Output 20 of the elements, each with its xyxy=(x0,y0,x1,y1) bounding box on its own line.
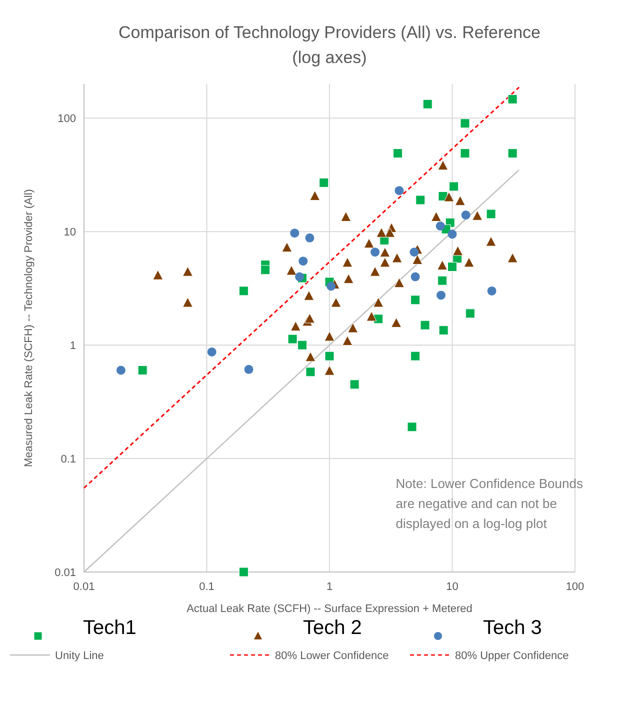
x-axis-title: Actual Leak Rate (SCFH) -- Surface Expression + Metered xyxy=(186,603,472,615)
legend-label: Tech1 xyxy=(83,617,136,639)
legend-label: Tech 3 xyxy=(483,617,542,639)
x-tick-label: 0.01 xyxy=(73,581,95,593)
legend-label: Unity Line xyxy=(55,650,104,662)
x-tick-label: 10 xyxy=(446,581,458,593)
y-tick-label: 1 xyxy=(70,340,76,352)
legend-label: 80% Upper Confidence xyxy=(455,650,569,662)
x-tick-label: 1 xyxy=(326,581,333,593)
x-tick-label: 100 xyxy=(566,581,584,593)
y-tick-label: 0.01 xyxy=(54,567,76,579)
annotation: Note: Lower Confidence Bounds are negative and can not be displayed on a log-log plot xyxy=(396,476,584,531)
legend-label: Tech 2 xyxy=(303,617,362,639)
y-tick-label: 100 xyxy=(58,113,76,126)
y-tick-label: 0.1 xyxy=(60,454,76,466)
chart-title: Comparison of Technology Providers (All) vs. Reference (log axes) xyxy=(118,23,541,67)
x-tick-label: 0.1 xyxy=(199,581,214,593)
y-tick-label: 10 xyxy=(64,226,76,239)
y-axis-title: Measured Leak Rate (SCFH) -- Technology Provider (All) xyxy=(23,189,35,467)
legend-label: 80% Lower Confidence xyxy=(275,650,389,662)
